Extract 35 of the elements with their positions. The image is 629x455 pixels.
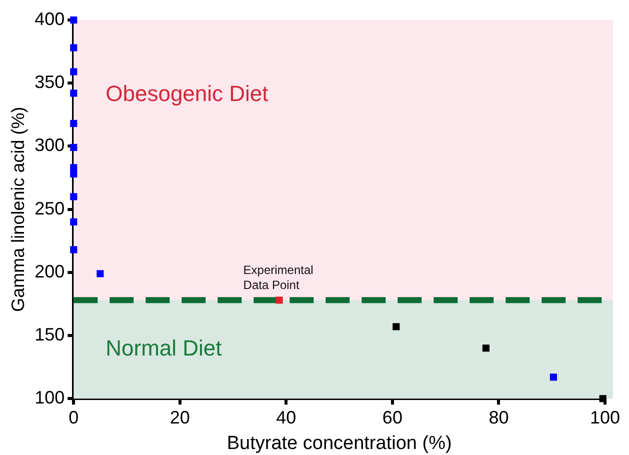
y-tick-label: 150 <box>34 324 65 344</box>
point <box>70 170 78 178</box>
point <box>70 16 78 24</box>
y-axis-title: Gamma linolenic acid (%) <box>8 106 28 312</box>
point <box>482 344 490 352</box>
point <box>70 193 78 200</box>
point <box>70 90 78 97</box>
point <box>70 144 78 151</box>
x-tick-label: 0 <box>68 407 79 428</box>
point <box>392 323 400 330</box>
point <box>70 218 78 226</box>
point <box>70 68 78 76</box>
point <box>70 246 78 254</box>
band-label: Obesogenic Diet <box>106 81 268 106</box>
point <box>550 374 557 381</box>
point <box>276 296 283 304</box>
x-tick-label: 100 <box>590 407 620 428</box>
point <box>70 120 78 128</box>
y-tick-label: 350 <box>34 72 65 92</box>
y-tick-label: 250 <box>34 198 65 218</box>
point <box>599 395 606 402</box>
point <box>70 44 78 52</box>
y-tick-label: 400 <box>34 8 65 29</box>
x-tick-label: 60 <box>382 407 402 428</box>
annotation: Experimental Data Point <box>243 263 314 292</box>
x-tick-label: 40 <box>276 407 296 428</box>
band-label: Normal Diet <box>106 335 222 360</box>
x-tick-label: 20 <box>170 407 190 428</box>
y-tick-label: 200 <box>34 261 65 282</box>
x-axis-title: Butyrate concentration (%) <box>226 432 452 454</box>
y-tick-label: 300 <box>34 135 65 156</box>
x-tick-label: 80 <box>488 407 509 428</box>
point <box>96 270 104 278</box>
y-tick-label: 100 <box>34 388 65 408</box>
point <box>70 164 78 172</box>
